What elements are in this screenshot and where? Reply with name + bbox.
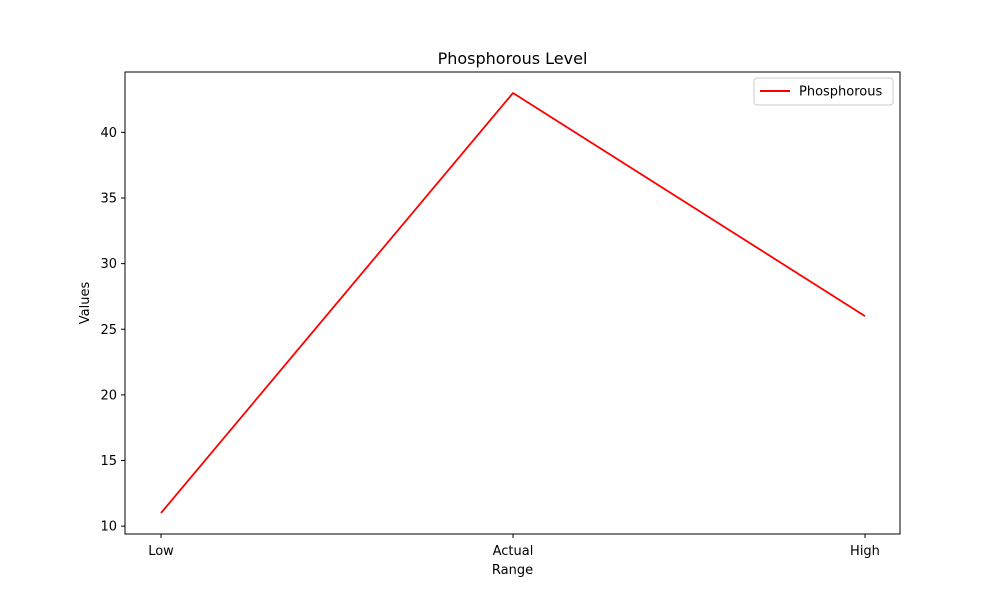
series-layer (160, 92, 866, 514)
x-tick-label: Low (148, 544, 174, 559)
x-tick-label: Actual (493, 544, 534, 559)
y-tick-label: 30 (100, 257, 117, 272)
x-axis-label: Range (492, 563, 533, 578)
legend-box (753, 77, 894, 106)
y-axis: 10 15 20 25 30 35 40 (100, 126, 125, 535)
y-tick-label: 25 (100, 323, 117, 338)
y-tick-label: 40 (100, 126, 117, 141)
legend-label: Phosphorous (799, 85, 883, 100)
y-axis-label: Values (78, 282, 93, 325)
y-tick-label: 10 (100, 520, 117, 535)
y-tick-label: 20 (100, 388, 117, 403)
chart-title: Phosphorous Level (438, 49, 588, 68)
y-tick-label: 35 (100, 192, 117, 207)
x-tick-label: High (850, 544, 880, 559)
legend: Phosphorous (753, 77, 894, 106)
x-axis: Low Actual High (148, 534, 880, 559)
y-tick-label: 15 (100, 454, 117, 469)
